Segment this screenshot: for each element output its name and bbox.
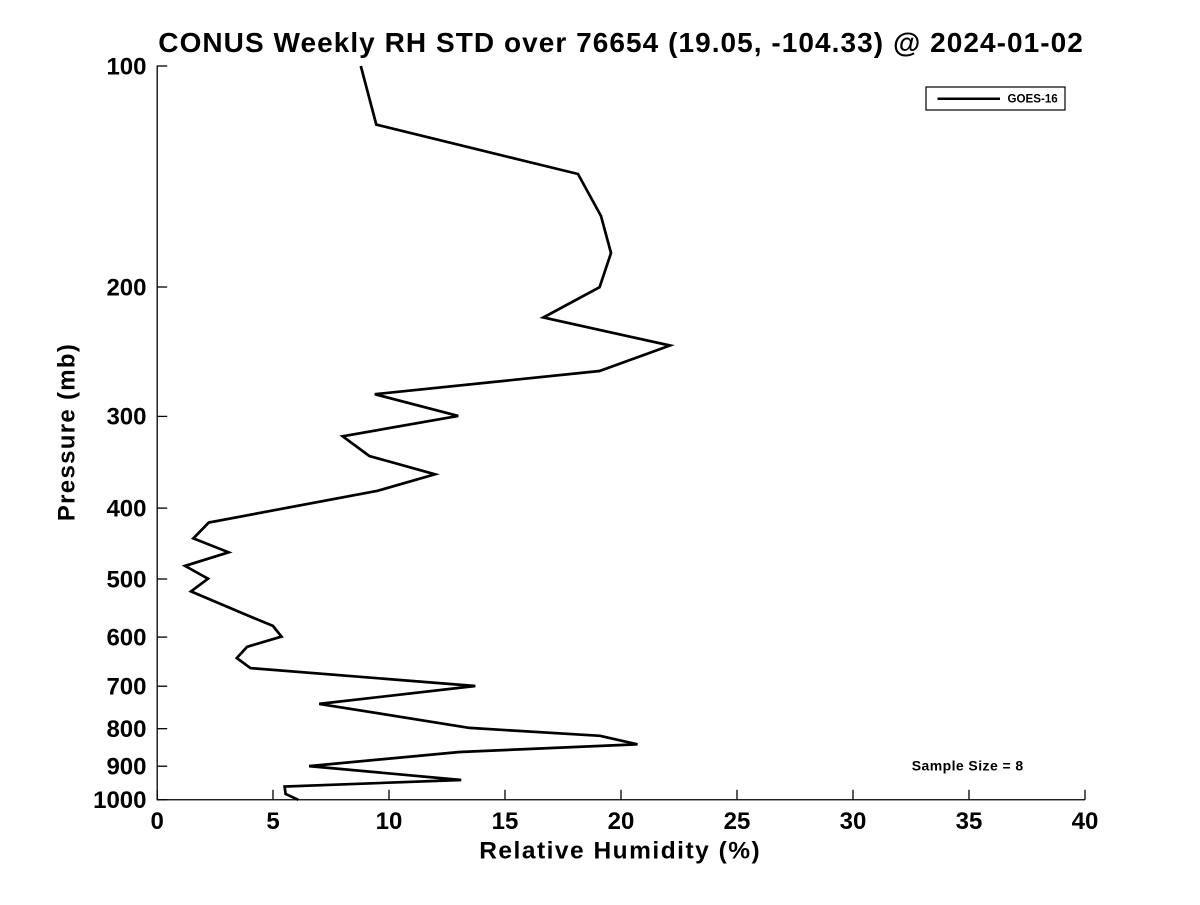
svg-text:CONUS Weekly RH STD over 76654: CONUS Weekly RH STD over 76654 (19.05, -… bbox=[158, 27, 1084, 58]
svg-text:900: 900 bbox=[106, 754, 146, 781]
svg-text:600: 600 bbox=[106, 624, 146, 651]
svg-text:Relative Humidity (%): Relative Humidity (%) bbox=[479, 837, 761, 864]
svg-text:15: 15 bbox=[492, 808, 519, 835]
svg-text:Pressure (mb): Pressure (mb) bbox=[53, 343, 80, 521]
svg-text:25: 25 bbox=[724, 808, 751, 835]
svg-text:10: 10 bbox=[376, 808, 403, 835]
svg-text:GOES-16: GOES-16 bbox=[1008, 93, 1059, 106]
svg-text:500: 500 bbox=[106, 566, 146, 593]
svg-text:30: 30 bbox=[840, 808, 867, 835]
svg-text:100: 100 bbox=[106, 53, 146, 80]
svg-text:20: 20 bbox=[608, 808, 635, 835]
svg-text:1000: 1000 bbox=[93, 787, 146, 814]
svg-text:700: 700 bbox=[106, 674, 146, 701]
svg-text:400: 400 bbox=[106, 495, 146, 522]
svg-text:5: 5 bbox=[266, 808, 279, 835]
svg-text:0: 0 bbox=[151, 808, 164, 835]
svg-text:Sample Size = 8: Sample Size = 8 bbox=[912, 758, 1024, 774]
svg-text:200: 200 bbox=[106, 274, 146, 301]
svg-text:35: 35 bbox=[956, 808, 983, 835]
svg-text:800: 800 bbox=[106, 716, 146, 743]
svg-text:300: 300 bbox=[106, 404, 146, 431]
svg-text:40: 40 bbox=[1072, 808, 1099, 835]
